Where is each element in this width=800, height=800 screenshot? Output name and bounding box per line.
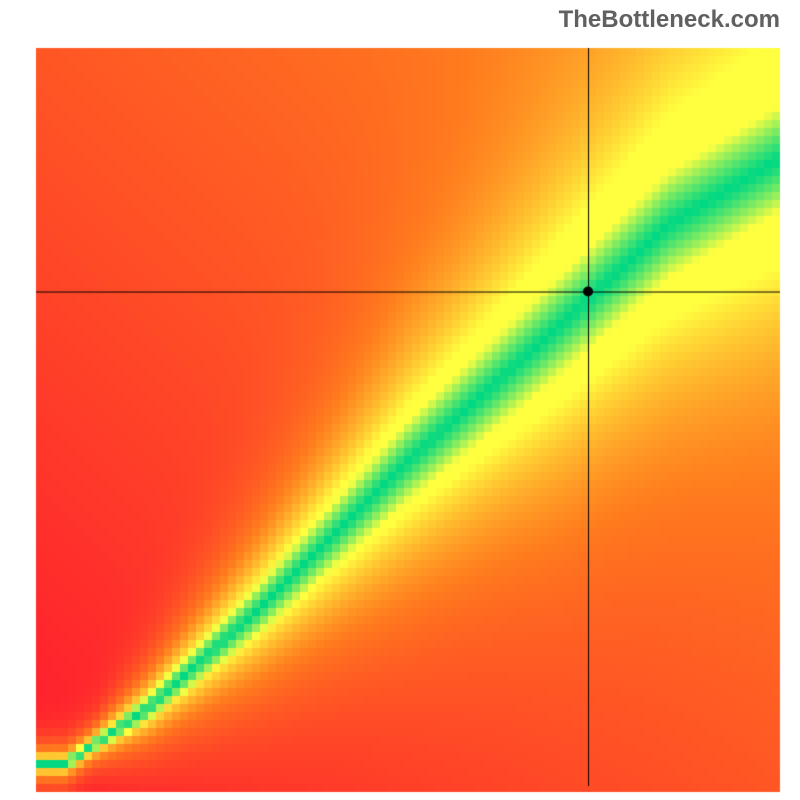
watermark-text: TheBottleneck.com <box>559 6 780 34</box>
chart-container: TheBottleneck.com <box>0 0 800 800</box>
bottleneck-heatmap <box>0 0 800 800</box>
